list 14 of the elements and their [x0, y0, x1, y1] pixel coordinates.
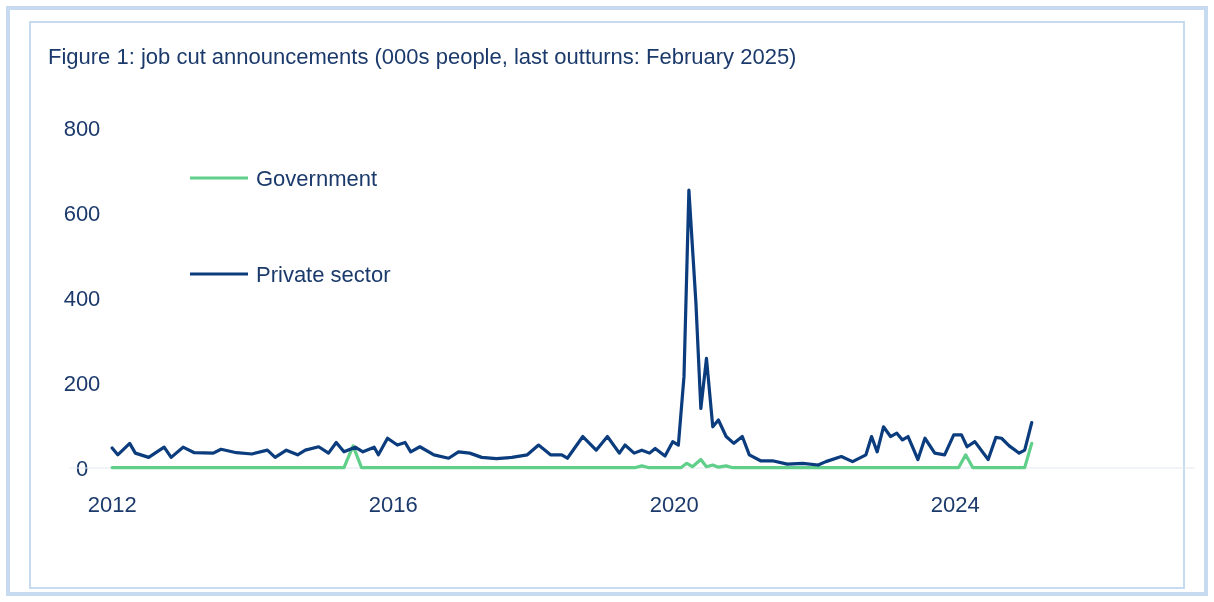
- line-series: [110, 188, 1034, 467]
- x-tick-label: 2016: [368, 492, 418, 517]
- y-tick-label: 200: [63, 370, 101, 396]
- line-series: [110, 441, 1034, 470]
- legend-label: Private sector: [256, 261, 391, 287]
- x-tick-label: 2012: [87, 492, 137, 517]
- x-tick-label: 2020: [649, 492, 699, 517]
- x-tick-label: 2024: [930, 492, 980, 517]
- y-tick-label: 800: [63, 115, 101, 141]
- legend-label: Government: [256, 165, 378, 191]
- chart-title: Figure 1: job cut announcements (000s people, last outturns: February 2025): [48, 44, 797, 69]
- y-tick-label: 0: [75, 455, 89, 481]
- y-tick-label: 400: [63, 285, 101, 311]
- y-tick-label: 600: [63, 200, 101, 226]
